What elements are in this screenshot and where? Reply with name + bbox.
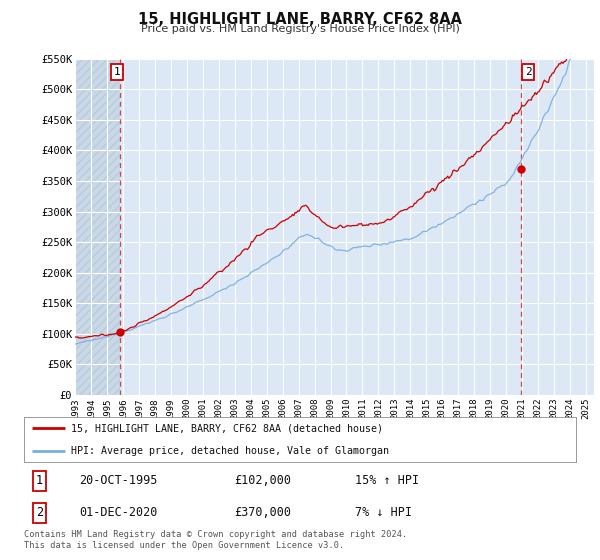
Text: 2: 2 [36,506,43,519]
Text: 20-OCT-1995: 20-OCT-1995 [79,474,158,487]
Text: £370,000: £370,000 [234,506,291,519]
Text: 01-DEC-2020: 01-DEC-2020 [79,506,158,519]
Text: 1: 1 [114,67,121,77]
Text: 15% ↑ HPI: 15% ↑ HPI [355,474,419,487]
Text: HPI: Average price, detached house, Vale of Glamorgan: HPI: Average price, detached house, Vale… [71,446,389,456]
Text: 15, HIGHLIGHT LANE, BARRY, CF62 8AA (detached house): 15, HIGHLIGHT LANE, BARRY, CF62 8AA (det… [71,423,383,433]
Text: 7% ↓ HPI: 7% ↓ HPI [355,506,412,519]
Text: Contains HM Land Registry data © Crown copyright and database right 2024.
This d: Contains HM Land Registry data © Crown c… [24,530,407,550]
Bar [75,59,120,395]
Text: 15, HIGHLIGHT LANE, BARRY, CF62 8AA: 15, HIGHLIGHT LANE, BARRY, CF62 8AA [138,12,462,27]
Text: Price paid vs. HM Land Registry's House Price Index (HPI): Price paid vs. HM Land Registry's House … [140,24,460,34]
Text: £102,000: £102,000 [234,474,291,487]
Text: 1: 1 [36,474,43,487]
Text: 2: 2 [524,67,532,77]
